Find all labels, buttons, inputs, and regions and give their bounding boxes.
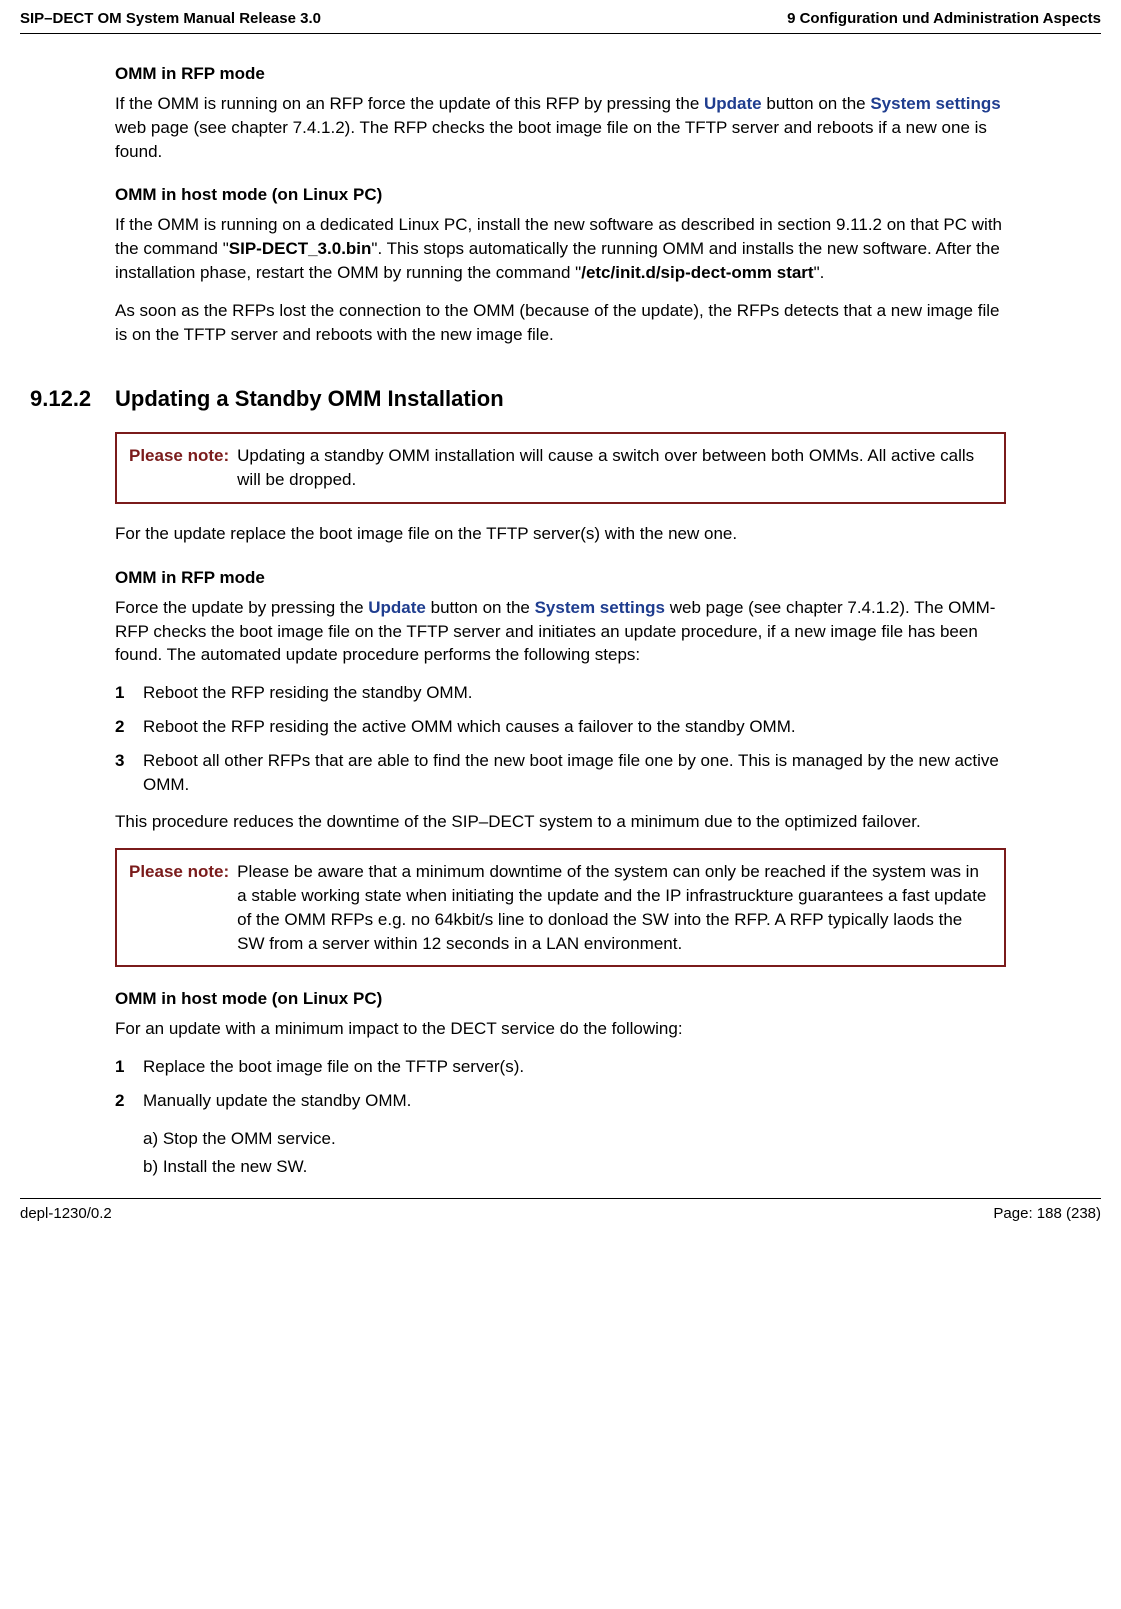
list-item: 2Manually update the standby OMM. bbox=[115, 1089, 1006, 1113]
link-update-2[interactable]: Update bbox=[368, 598, 426, 617]
note-box-2: Please note: Please be aware that a mini… bbox=[115, 848, 1006, 967]
section-heading: 9.12.2 Updating a Standby OMM Installati… bbox=[30, 386, 1006, 412]
para-host-update: For an update with a minimum impact to t… bbox=[115, 1017, 1006, 1041]
list-item: 1Replace the boot image file on the TFTP… bbox=[115, 1055, 1006, 1079]
section-title: Updating a Standby OMM Installation bbox=[115, 386, 504, 412]
section-number: 9.12.2 bbox=[30, 386, 115, 412]
note-label-1: Please note: bbox=[129, 444, 237, 492]
header-left: SIP–DECT OM System Manual Release 3.0 bbox=[20, 10, 321, 27]
page-footer: depl-1230/0.2 Page: 188 (238) bbox=[20, 1198, 1101, 1222]
sublist-b: b) Install the new SW. bbox=[143, 1155, 1006, 1179]
cmd-start: /etc/init.d/sip-dect-omm start bbox=[581, 263, 813, 282]
link-system-settings-1[interactable]: System settings bbox=[870, 94, 1000, 113]
para-procedure: This procedure reduces the downtime of t… bbox=[115, 810, 1006, 834]
subhead-rfp-mode-1: OMM in RFP mode bbox=[115, 64, 1006, 84]
cmd-bin: SIP-DECT_3.0.bin bbox=[229, 239, 372, 258]
ordered-list-1: 1Reboot the RFP residing the standby OMM… bbox=[115, 681, 1006, 796]
sublist-a: a) Stop the OMM service. bbox=[143, 1127, 1006, 1151]
list-item: 2Reboot the RFP residing the active OMM … bbox=[115, 715, 1006, 739]
footer-right: Page: 188 (238) bbox=[993, 1205, 1101, 1222]
note-text-2: Please be aware that a minimum downtime … bbox=[237, 860, 992, 955]
footer-left: depl-1230/0.2 bbox=[20, 1205, 112, 1222]
para-update-intro: For the update replace the boot image fi… bbox=[115, 522, 1006, 546]
page-header: SIP–DECT OM System Manual Release 3.0 9 … bbox=[20, 10, 1101, 34]
header-right: 9 Configuration und Administration Aspec… bbox=[787, 10, 1101, 27]
note-label-2: Please note: bbox=[129, 860, 237, 955]
para-host-2: As soon as the RFPs lost the connection … bbox=[115, 299, 1006, 347]
note-text-1: Updating a standby OMM installation will… bbox=[237, 444, 992, 492]
para-rfp-2: Force the update by pressing the Update … bbox=[115, 596, 1006, 667]
para-rfp-1: If the OMM is running on an RFP force th… bbox=[115, 92, 1006, 163]
subhead-host-mode-2: OMM in host mode (on Linux PC) bbox=[115, 989, 1006, 1009]
para-host-1: If the OMM is running on a dedicated Lin… bbox=[115, 213, 1006, 284]
page-content: OMM in RFP mode If the OMM is running on… bbox=[115, 64, 1006, 1178]
link-system-settings-2[interactable]: System settings bbox=[535, 598, 665, 617]
link-update-1[interactable]: Update bbox=[704, 94, 762, 113]
list-item: 3Reboot all other RFPs that are able to … bbox=[115, 749, 1006, 797]
list-item: 1Reboot the RFP residing the standby OMM… bbox=[115, 681, 1006, 705]
subhead-host-mode-1: OMM in host mode (on Linux PC) bbox=[115, 185, 1006, 205]
subhead-rfp-mode-2: OMM in RFP mode bbox=[115, 568, 1006, 588]
note-box-1: Please note: Updating a standby OMM inst… bbox=[115, 432, 1006, 504]
ordered-list-2: 1Replace the boot image file on the TFTP… bbox=[115, 1055, 1006, 1113]
